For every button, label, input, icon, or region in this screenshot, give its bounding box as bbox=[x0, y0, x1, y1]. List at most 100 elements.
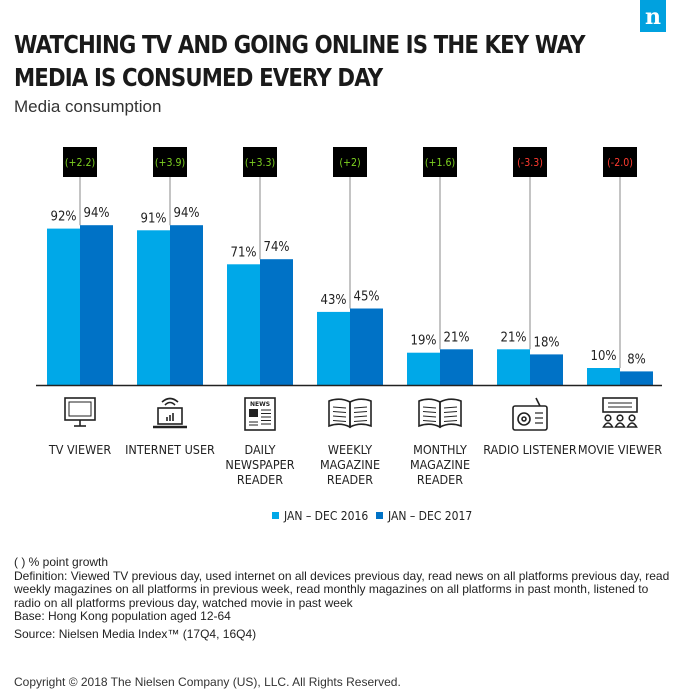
growth-box bbox=[513, 147, 547, 177]
bar-2016-6 bbox=[497, 349, 530, 385]
category-label: NEWSPAPER bbox=[225, 457, 294, 472]
newspaper-photo bbox=[249, 409, 258, 417]
value-label-2017: 74% bbox=[264, 240, 290, 255]
legend-swatch-2017 bbox=[376, 512, 383, 519]
value-label-2017: 94% bbox=[174, 206, 200, 221]
chart-subtitle: Media consumption bbox=[14, 97, 162, 116]
radio-speaker-center bbox=[521, 416, 527, 422]
value-label-2016: 71% bbox=[231, 245, 257, 260]
category-label: MONTHLY bbox=[413, 442, 467, 457]
bar-2016-4 bbox=[317, 311, 350, 385]
base-note: Base: Hong Kong population aged 12-64 bbox=[14, 609, 231, 623]
value-label-2017: 45% bbox=[354, 290, 380, 305]
book-text-line bbox=[332, 420, 347, 422]
bar-2016-5 bbox=[407, 352, 440, 385]
growth-box bbox=[423, 147, 457, 177]
category-label: READER bbox=[237, 472, 283, 487]
title-line-1: WATCHING TV AND GOING ONLINE IS THE KEY … bbox=[14, 30, 585, 59]
nielsen-logo: n bbox=[640, 0, 666, 32]
bar-2016-1 bbox=[47, 228, 80, 385]
footnotes: ( ) % point growth Definition: Viewed TV… bbox=[14, 555, 674, 641]
book-text-line bbox=[422, 411, 437, 413]
tv-screen bbox=[68, 401, 92, 417]
growth-label: (+2.2) bbox=[65, 157, 95, 169]
bar-2017-1 bbox=[80, 225, 113, 385]
bar-2017-5 bbox=[440, 349, 473, 385]
growth-note: ( ) % point growth bbox=[14, 555, 109, 569]
open-book-icon bbox=[328, 398, 372, 429]
copyright: Copyright © 2018 The Nielsen Company (US… bbox=[14, 675, 401, 689]
book-right-page bbox=[349, 398, 372, 429]
category-label: MAGAZINE bbox=[320, 457, 380, 472]
book-left-page bbox=[418, 398, 441, 429]
newspaper-icon: NEWS bbox=[244, 397, 276, 431]
book-text-line bbox=[443, 415, 458, 418]
open-book-icon bbox=[418, 398, 462, 429]
value-label-2017: 8% bbox=[627, 352, 646, 367]
category-label: RADIO LISTENER bbox=[483, 442, 577, 457]
tv-icon bbox=[64, 397, 96, 427]
value-label-2016: 43% bbox=[321, 293, 347, 308]
growth-label: (-3.3) bbox=[517, 157, 543, 169]
title-line-2: MEDIA IS CONSUMED EVERY DAY bbox=[14, 63, 383, 92]
definition-note: Definition: Viewed TV previous day, used… bbox=[14, 568, 670, 610]
growth-box bbox=[153, 147, 187, 177]
growth-box bbox=[63, 147, 97, 177]
value-label-2017: 94% bbox=[84, 206, 110, 221]
growth-label: (+1.6) bbox=[425, 157, 455, 169]
growth-label: (-2.0) bbox=[607, 157, 633, 169]
bar-2017-3 bbox=[260, 259, 293, 385]
bar-2017-6 bbox=[530, 354, 563, 385]
book-text-line bbox=[353, 420, 368, 422]
wifi-arc-outer bbox=[161, 397, 179, 403]
value-label-2016: 91% bbox=[141, 211, 167, 226]
laptop-wifi-icon bbox=[153, 397, 187, 429]
growth-label: (+2) bbox=[339, 157, 360, 169]
legend-label-2016: JAN – DEC 2016 bbox=[283, 509, 368, 523]
audience-head bbox=[628, 414, 636, 422]
value-label-2017: 18% bbox=[534, 335, 560, 350]
growth-box bbox=[333, 147, 367, 177]
audience-body bbox=[602, 422, 614, 428]
logo-letter: n bbox=[645, 4, 661, 30]
bar-2016-3 bbox=[227, 264, 260, 385]
radio-antenna bbox=[535, 397, 541, 407]
category-label: READER bbox=[417, 472, 463, 487]
radio-body bbox=[512, 405, 548, 431]
category-label: MAGAZINE bbox=[410, 457, 470, 472]
book-text-line bbox=[422, 415, 437, 418]
category-label: INTERNET USER bbox=[125, 442, 215, 457]
book-left-page bbox=[328, 398, 351, 429]
book-text-line bbox=[443, 420, 458, 422]
audience-head bbox=[616, 414, 624, 422]
laptop-screen bbox=[157, 407, 183, 425]
book-text-line bbox=[332, 406, 347, 409]
growth-box bbox=[603, 147, 637, 177]
book-text-line bbox=[422, 420, 437, 422]
bar-2017-7 bbox=[620, 371, 653, 385]
value-label-2017: 21% bbox=[444, 330, 470, 345]
value-label-2016: 21% bbox=[501, 330, 527, 345]
book-text-line bbox=[353, 411, 368, 413]
growth-box bbox=[243, 147, 277, 177]
book-text-line bbox=[332, 411, 347, 413]
media-consumption-chart: 92% 94% (+2.2) TV VIEWER 91% 94% (+3.9) INTERNE… bbox=[36, 147, 662, 523]
category-label: DAILY bbox=[245, 442, 276, 457]
growth-label: (+3.9) bbox=[155, 157, 185, 169]
category-label: TV VIEWER bbox=[48, 442, 111, 457]
category-label: READER bbox=[327, 472, 373, 487]
source-note: Source: Nielsen Media Index™ (17Q4, 16Q4… bbox=[14, 626, 257, 641]
newspaper-sheet bbox=[244, 397, 276, 431]
cinema-screen bbox=[602, 397, 638, 413]
category-label: WEEKLY bbox=[328, 442, 372, 457]
newspaper-masthead: NEWS bbox=[250, 401, 270, 408]
wifi-arc-inner bbox=[164, 401, 176, 406]
book-text-line bbox=[422, 406, 437, 409]
bar-2017-2 bbox=[170, 225, 203, 385]
book-text-line bbox=[353, 406, 368, 409]
bar-2017-4 bbox=[350, 308, 383, 385]
category-label: MOVIE VIEWER bbox=[578, 442, 662, 457]
audience-body bbox=[626, 422, 638, 428]
audience-head bbox=[604, 414, 612, 422]
legend-swatch-2016 bbox=[272, 512, 279, 519]
